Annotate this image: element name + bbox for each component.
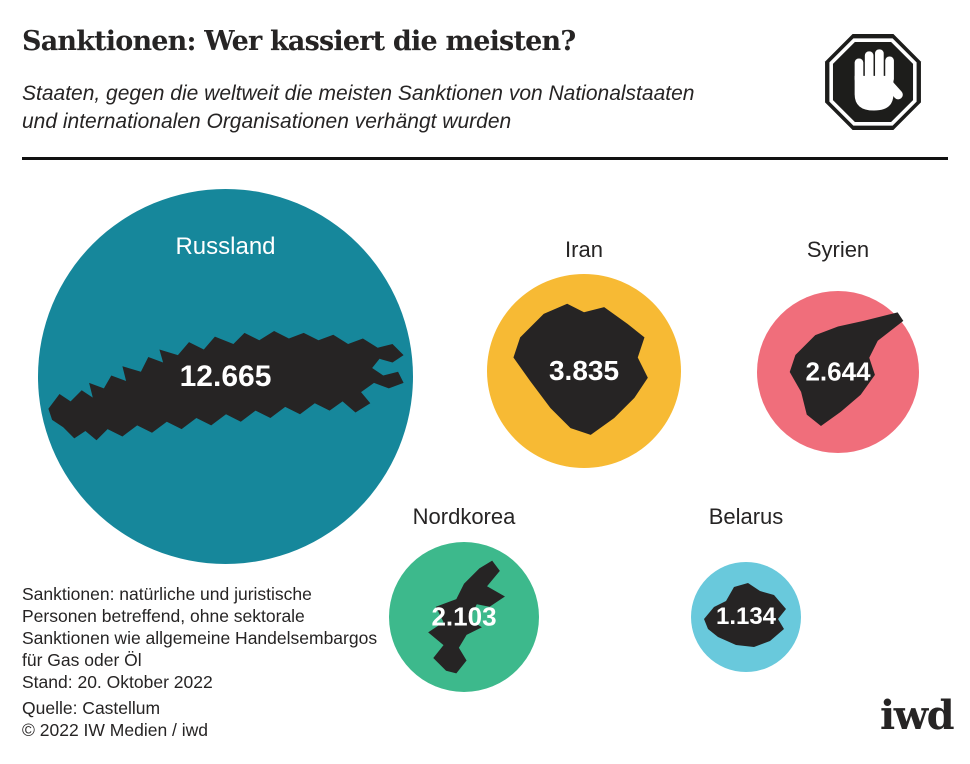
bubble-value-syrien: 2.644 <box>805 356 871 387</box>
iwd-logo: iwd <box>880 692 955 739</box>
footnote-line-2: Personen betreffend, ohne sektorale <box>22 606 305 627</box>
page-subtitle: Staaten, gegen die weltweit die meisten … <box>22 80 694 135</box>
belarus-map-icon <box>704 583 786 647</box>
bubble-nordkorea: 2.103 <box>389 542 539 692</box>
iran-map-icon <box>513 303 648 435</box>
bubble-value-russland: 12.665 <box>179 359 272 393</box>
bubble-label-nordkorea: Nordkorea <box>412 504 516 529</box>
footnote: Sanktionen: natürliche und juristische P… <box>22 583 377 693</box>
north-korea-map-icon <box>428 560 505 674</box>
stop-hand-icon <box>822 31 924 133</box>
source-block: Quelle: Castellum © 2022 IW Medien / iwd <box>22 697 208 741</box>
footnote-line-1: Sanktionen: natürliche und juristische <box>22 584 312 604</box>
subtitle-line-2: und internationalen Organisationen verhä… <box>22 109 512 133</box>
bubble-russland: Russland 12.665 <box>38 189 413 564</box>
bubble-label-russland: Russland <box>175 233 276 260</box>
bubble-iran: 3.835 <box>487 274 681 468</box>
bubble-syrien: 2.644 <box>757 291 919 453</box>
bubble-label-belarus: Belarus <box>708 504 784 529</box>
bubble-value-nordkorea: 2.103 <box>431 601 497 632</box>
syria-map-icon <box>789 312 904 426</box>
footnote-line-4: für Gas oder Öl <box>22 650 142 671</box>
bubble-belarus: 1.134 <box>691 562 801 672</box>
source-quelle: Quelle: Castellum <box>22 698 161 718</box>
footnote-line-3: Sanktionen wie allgemeine Handelsembargo… <box>22 628 378 649</box>
bubble-label-iran: Iran <box>565 237 603 262</box>
bubble-label-syrien: Syrien <box>806 237 870 262</box>
footnote-stand: Stand: 20. Oktober 2022 <box>22 672 213 693</box>
bubble-value-belarus: 1.134 <box>715 603 777 630</box>
stop-hand-octagon-icon <box>825 34 921 130</box>
bubble-value-iran: 3.835 <box>548 355 620 386</box>
source-copyright: © 2022 IW Medien / iwd <box>22 720 209 741</box>
page-title: Sanktionen: Wer kassiert die meisten? <box>22 26 576 57</box>
header-divider <box>22 157 948 160</box>
russia-map-icon <box>47 331 404 441</box>
subtitle-line-1: Staaten, gegen die weltweit die meisten … <box>22 82 695 105</box>
